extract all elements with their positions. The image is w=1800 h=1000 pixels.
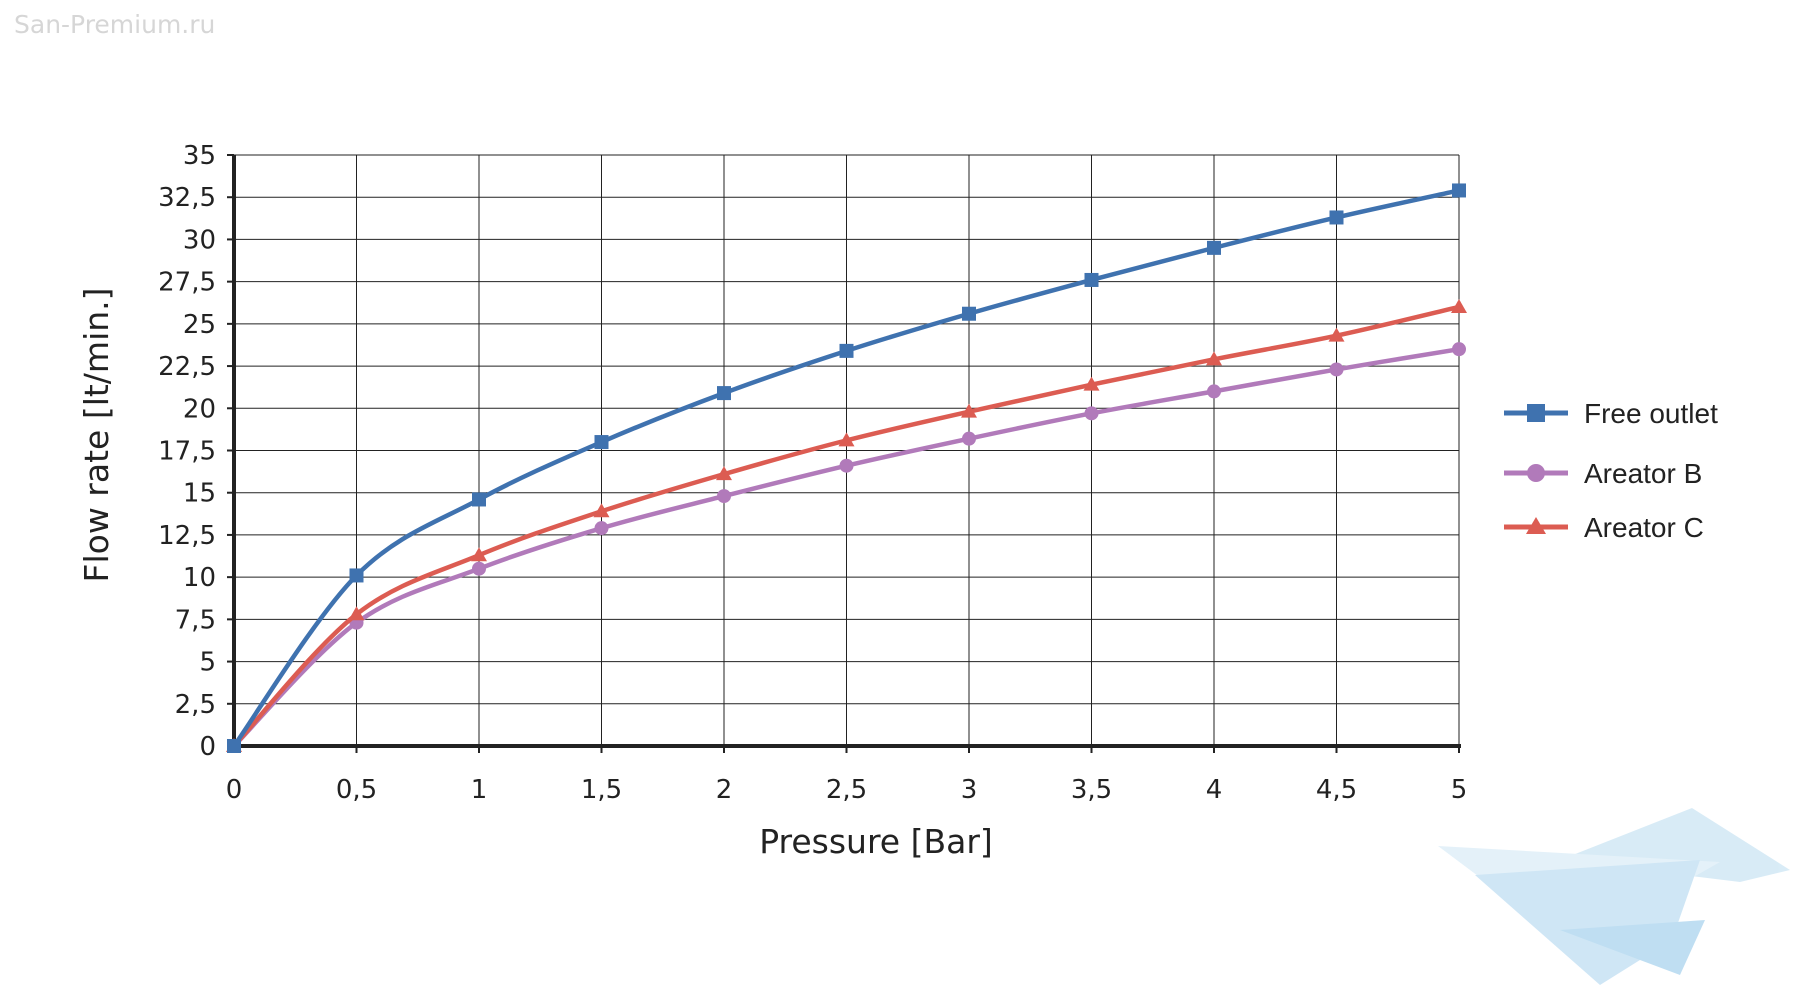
legend-item: Areator C	[1504, 512, 1704, 543]
data-point	[472, 561, 486, 576]
data-point	[594, 521, 609, 536]
x-tick-label: 5	[1451, 775, 1468, 805]
data-point	[962, 431, 976, 446]
y-tick-label: 32,5	[158, 183, 216, 213]
data-point	[1207, 384, 1221, 399]
data-point	[1452, 342, 1466, 357]
y-tick-label: 27,5	[158, 268, 216, 298]
grid	[234, 154, 1460, 746]
y-tick-label: 10	[183, 563, 216, 593]
data-point	[593, 503, 610, 518]
data-point	[349, 568, 364, 583]
legend-item: Areator B	[1504, 458, 1702, 489]
y-tick-label: 30	[183, 225, 216, 255]
y-tick-label: 5	[199, 648, 216, 678]
data-point	[1206, 351, 1222, 366]
watermark-text: San-Premium.ru	[14, 10, 216, 39]
data-point	[839, 343, 854, 358]
data-point	[1329, 210, 1344, 225]
y-tick-label: 0	[199, 732, 216, 762]
data-point	[716, 466, 732, 481]
data-point	[594, 435, 609, 450]
legend-marker	[1527, 464, 1545, 482]
series-line	[231, 188, 1462, 749]
data-point	[348, 606, 365, 621]
data-point	[961, 403, 977, 418]
x-tick-label: 3	[961, 775, 978, 805]
data-point	[227, 739, 241, 753]
x-tick-label: 0	[226, 775, 243, 805]
data-point	[839, 458, 854, 473]
x-axis-title: Pressure [Bar]	[759, 822, 993, 861]
data-point	[472, 492, 486, 507]
y-tick-label: 20	[183, 394, 216, 424]
x-tick-label: 0,5	[336, 775, 377, 805]
x-tick-label: 3,5	[1071, 775, 1112, 805]
y-tick-label: 2,5	[175, 690, 216, 720]
logo-watermark	[1438, 808, 1790, 985]
data-point	[962, 306, 976, 321]
legend-label: Areator C	[1584, 512, 1704, 543]
tick-labels: 02,557,51012,51517,52022,52527,53032,535…	[158, 141, 1467, 805]
legend-marker	[1527, 404, 1545, 422]
y-tick-label: 12,5	[158, 521, 216, 551]
data-point	[717, 489, 731, 504]
legend: Free outlet Areator B Areator C	[1504, 398, 1718, 543]
data-point	[1452, 183, 1466, 198]
x-tick-label: 2	[716, 775, 733, 805]
x-tick-label: 1	[471, 775, 488, 805]
x-tick-label: 4,5	[1316, 775, 1357, 805]
y-tick-label: 15	[183, 479, 216, 509]
series-free-outlet	[227, 183, 1466, 753]
data-point	[471, 547, 487, 562]
y-tick-label: 25	[183, 310, 216, 340]
data-point	[1207, 240, 1221, 255]
legend-item: Free outlet	[1504, 398, 1718, 429]
data-point	[1328, 327, 1345, 342]
data-point	[1329, 362, 1344, 377]
data-point	[1084, 272, 1099, 287]
legend-label: Free outlet	[1584, 398, 1718, 429]
y-tick-label: 35	[183, 141, 216, 171]
data-point	[838, 432, 855, 447]
x-tick-label: 1,5	[581, 775, 622, 805]
series-group	[226, 183, 1467, 753]
y-tick-label: 17,5	[158, 437, 216, 467]
axes	[227, 154, 1461, 753]
legend-label: Areator B	[1584, 458, 1702, 489]
y-tick-label: 7,5	[175, 605, 216, 635]
legend-marker	[1526, 517, 1546, 534]
data-point	[717, 386, 731, 401]
y-axis-title: Flow rate [lt/min.]	[77, 287, 116, 582]
x-tick-label: 2,5	[826, 775, 867, 805]
data-point	[1083, 376, 1100, 391]
y-tick-label: 22,5	[158, 352, 216, 382]
data-point	[1451, 298, 1467, 313]
data-point	[1084, 406, 1099, 421]
x-tick-label: 4	[1206, 775, 1223, 805]
